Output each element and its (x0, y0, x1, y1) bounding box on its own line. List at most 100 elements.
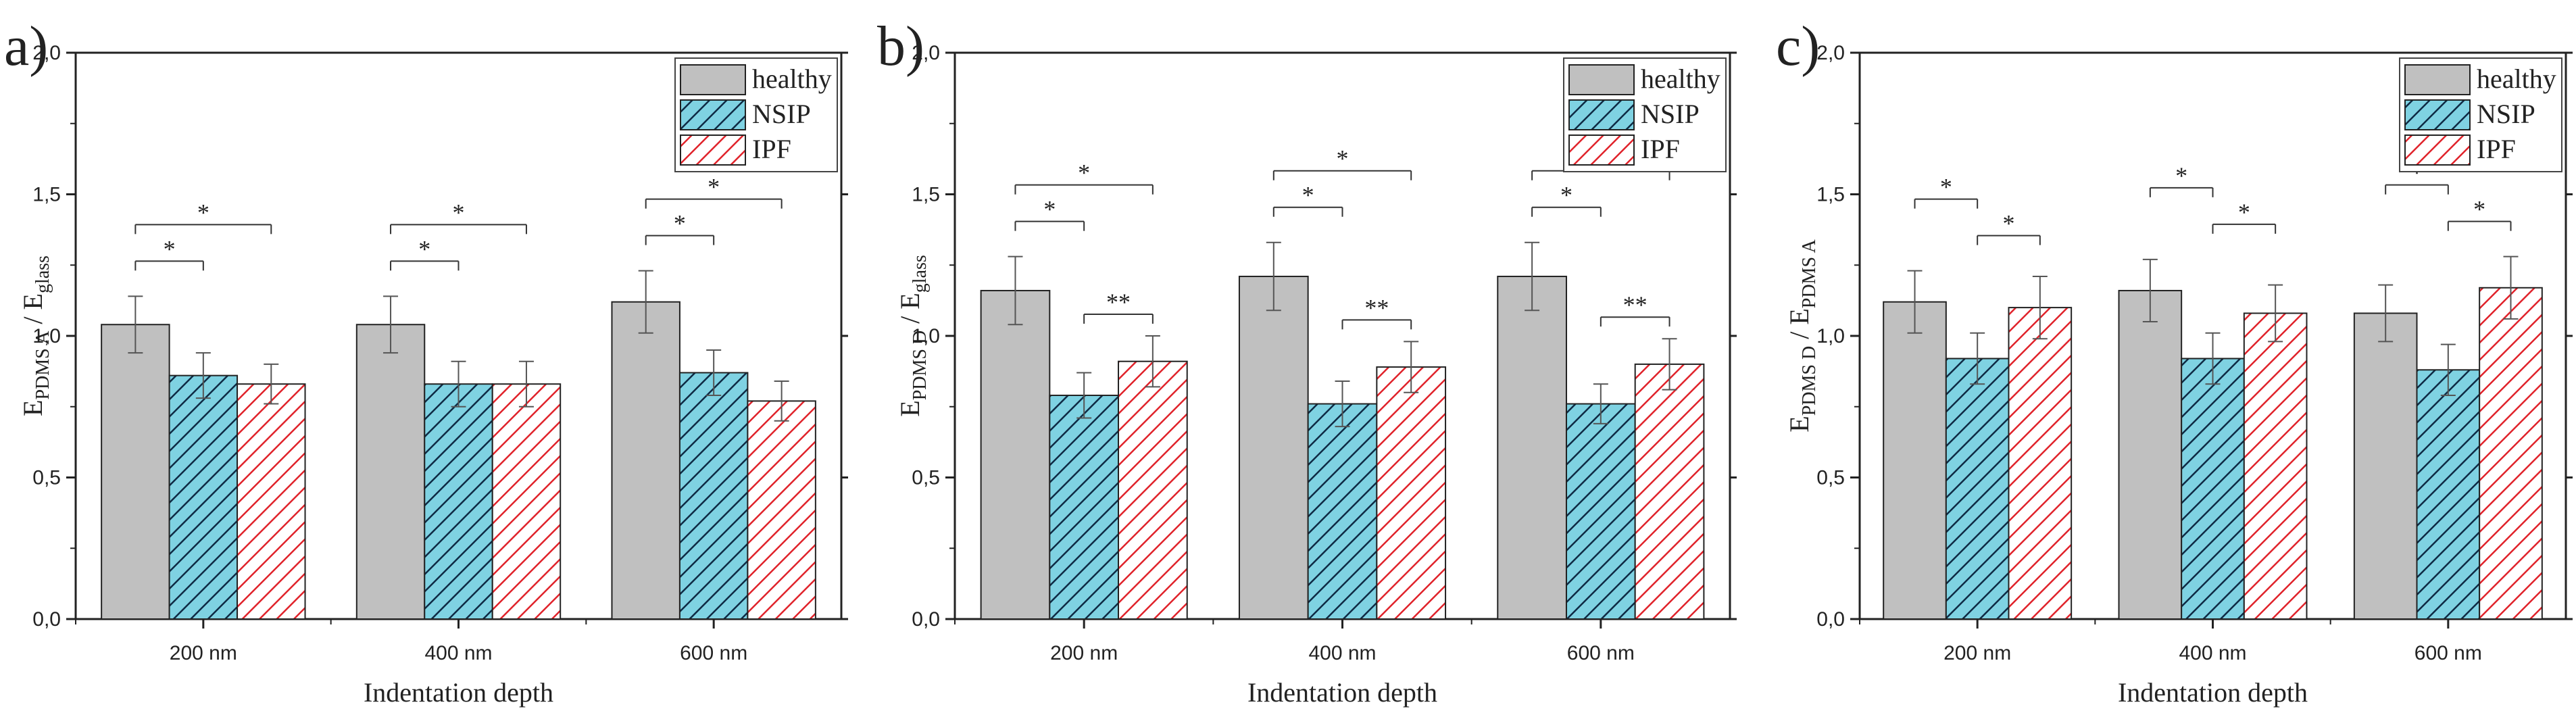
bar-healthy (1497, 276, 1567, 620)
x-axis-title: Indentation depth (2118, 677, 2308, 708)
y-tick-label: 1,5 (32, 184, 61, 206)
sig-label: ** (1106, 289, 1131, 316)
bar-ipf (1118, 360, 1188, 620)
bar-nsip (678, 372, 749, 620)
x-tick-label: 400 nm (2179, 642, 2246, 664)
x-axis-title: Indentation depth (364, 677, 553, 708)
sig-label: * (197, 199, 209, 226)
x-tick-label: 600 nm (2414, 642, 2482, 664)
panel-c: c) 0,0 0,5 1,0 1,5 2,0 200 nm 400 nm 600 nm * * * * *… (1776, 15, 2573, 708)
y-tick-label: 2,0 (912, 42, 940, 64)
y-tick-label: 1,5 (1816, 184, 1845, 206)
panel-letter: a) (4, 15, 48, 78)
bar-nsip (168, 374, 239, 620)
sig-label: * (2473, 196, 2485, 223)
sig-label: * (164, 235, 176, 262)
x-tick-label: 200 nm (1050, 642, 1118, 664)
sig-label: * (418, 235, 430, 262)
legend-label: NSIP (752, 99, 811, 129)
legend-swatch-nsip (2404, 99, 2471, 130)
y-axis-title: EPDMS A / Eglass (18, 255, 53, 416)
legend-swatch-ipf (1568, 134, 1635, 166)
y-tick-label: 0,5 (32, 467, 61, 489)
bar-healthy (1883, 301, 1947, 620)
legend-swatch-ipf (2404, 134, 2471, 166)
sig-label: ** (1623, 291, 1648, 318)
bar-healthy (101, 324, 170, 620)
x-tick-label: 200 nm (1943, 642, 2011, 664)
bar-nsip (1565, 403, 1636, 620)
legend-swatch-nsip (680, 99, 746, 130)
y-axis-title-subscript: PDMS D (1799, 346, 1820, 416)
bar-ipf (237, 383, 306, 620)
legend-swatch-healthy (680, 64, 746, 95)
x-tick-label: 400 nm (1308, 642, 1376, 664)
legend-label: healthy (2477, 64, 2556, 94)
legend-label: NSIP (1641, 99, 1700, 129)
x-tick-label: 400 nm (424, 642, 492, 664)
y-tick-label: 1,0 (912, 325, 940, 347)
bar-healthy (980, 289, 1051, 620)
sig-label: * (1337, 145, 1349, 172)
y-axis-title: EPDMS D / EPDMS A (1784, 239, 1820, 433)
sig-label: * (674, 210, 686, 237)
y-axis-title-subscript: PDMS D (910, 330, 931, 400)
bar-ipf (2479, 287, 2543, 620)
sig-label: * (1043, 196, 1056, 223)
legend-label: healthy (1641, 64, 1720, 94)
bar-healthy (611, 301, 680, 620)
legend-swatch-ipf (680, 134, 746, 166)
legend-label: IPF (752, 134, 791, 164)
panel-letter: b) (877, 15, 924, 78)
y-tick-label: 0,0 (1816, 608, 1845, 631)
legend-label: healthy (752, 64, 832, 94)
y-tick-label: 1,5 (912, 184, 940, 206)
sig-label: * (708, 174, 720, 201)
y-axis-title: EPDMS D / Eglass (895, 255, 931, 416)
x-tick-label: 600 nm (1567, 642, 1635, 664)
bar-nsip (1307, 403, 1378, 620)
y-axis-title-part: E (895, 400, 925, 416)
legend-label: NSIP (2477, 99, 2535, 129)
sig-label: * (2002, 210, 2014, 237)
bar-healthy (2353, 312, 2418, 620)
legend-swatch-healthy (2404, 64, 2471, 95)
sig-label: * (1940, 174, 1952, 201)
y-tick-label: 2,0 (32, 42, 61, 64)
y-axis-title-part: E (18, 400, 48, 416)
y-tick-label: 2,0 (1816, 42, 1845, 64)
bar-nsip (2181, 358, 2245, 620)
y-axis-title-part: / E (895, 293, 925, 330)
sig-label: ** (1364, 294, 1389, 321)
legend-swatch-healthy (1568, 64, 1635, 95)
y-tick-label: 0,0 (912, 608, 940, 631)
legend-label: IPF (2477, 134, 2516, 164)
bar-healthy (1238, 276, 1309, 620)
panel-a: a) 0,0 0,5 1,0 1,5 2,0 200 nm 400 nm 600 nm * * * * *… (4, 15, 848, 708)
sig-label: * (453, 199, 465, 226)
panel-letter: c) (1776, 15, 1820, 78)
y-tick-label: 1,0 (1816, 325, 1845, 347)
y-axis-title-part: E (1784, 416, 1814, 432)
sig-label: * (1302, 182, 1314, 209)
y-tick-label: 0,5 (1816, 467, 1845, 489)
bar-ipf (1634, 363, 1705, 620)
y-axis-title-subscript: glass (910, 255, 931, 293)
sig-label: * (2175, 162, 2187, 189)
bar-healthy (355, 324, 426, 620)
bar-nsip (1049, 394, 1120, 620)
y-axis-title-subscript: PDMS A (32, 330, 53, 400)
bar-ipf (2008, 307, 2073, 620)
x-axis-title: Indentation depth (1247, 677, 1437, 708)
bar-ipf (491, 383, 562, 620)
bar-nsip (1945, 358, 2010, 620)
y-axis-title-subscript: glass (32, 255, 53, 293)
legend-label: IPF (1641, 134, 1680, 164)
bar-nsip (2416, 369, 2481, 620)
sig-label: * (2238, 199, 2250, 226)
sig-label: * (1078, 159, 1090, 187)
y-axis-title-part: / E (18, 293, 48, 331)
bar-ipf (2243, 312, 2308, 620)
